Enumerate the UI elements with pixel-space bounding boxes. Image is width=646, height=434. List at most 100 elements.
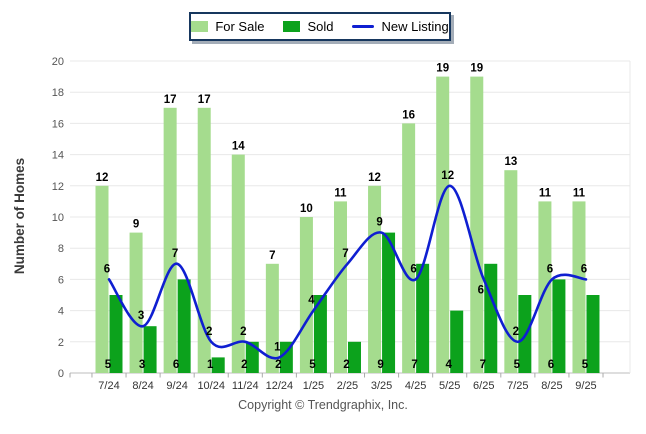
new-listing-line <box>107 184 588 360</box>
x-tick-label: 12/24 <box>266 380 294 392</box>
value-label-new-listing: 2 <box>206 326 212 338</box>
x-tick-label: 9/25 <box>575 380 596 392</box>
legend-bar-swatch-icon <box>283 21 301 32</box>
x-tick-label: 7/25 <box>507 380 528 392</box>
value-label-sold: 4 <box>445 359 452 371</box>
value-label-sold: 6 <box>548 359 554 371</box>
bar-sold <box>586 295 600 373</box>
legend-line-swatch-icon <box>352 25 375 28</box>
value-label-sold: 9 <box>377 359 383 371</box>
y-tick-label: 2 <box>58 337 64 349</box>
y-tick-label: 12 <box>52 181 64 193</box>
value-label-new-listing: 7 <box>342 248 348 260</box>
legend-bar-swatch-icon <box>191 21 209 32</box>
value-label-for-sale: 12 <box>96 172 109 184</box>
bar-for-sale <box>197 107 211 374</box>
value-label-new-listing: 6 <box>104 263 110 275</box>
bar-for-sale <box>231 154 245 373</box>
bar-for-sale <box>333 201 347 373</box>
y-tick-label: 8 <box>58 243 64 255</box>
value-label-new-listing: 6 <box>410 263 416 275</box>
y-tick-label: 14 <box>52 150 64 162</box>
value-label-new-listing: 4 <box>308 295 315 307</box>
value-label-for-sale: 12 <box>368 172 381 184</box>
value-label-new-listing: 2 <box>513 326 519 338</box>
value-label-new-listing: 7 <box>172 248 178 260</box>
legend-item-label: For Sale <box>215 19 265 34</box>
x-tick-label: 5/25 <box>439 380 460 392</box>
bar-for-sale <box>504 170 518 373</box>
value-label-for-sale: 11 <box>539 187 552 199</box>
y-tick-label: 4 <box>58 306 64 318</box>
value-label-new-listing: 9 <box>376 217 382 229</box>
bar-sold <box>416 263 430 373</box>
y-tick-label: 20 <box>52 56 64 68</box>
value-label-for-sale: 9 <box>133 219 139 231</box>
bar-sold <box>109 295 123 373</box>
bar-for-sale <box>163 107 177 374</box>
bar-for-sale <box>402 123 416 374</box>
value-label-sold: 2 <box>241 359 247 371</box>
bar-sold <box>347 341 361 373</box>
bar-sold <box>177 279 191 373</box>
bar-sold <box>552 279 566 373</box>
value-label-sold: 5 <box>105 359 112 371</box>
copyright-text: Copyright © Trendgraphix, Inc. <box>238 398 408 412</box>
bar-sold <box>450 310 464 373</box>
y-tick-label: 0 <box>58 368 64 380</box>
bar-sold <box>211 357 225 373</box>
x-tick-label: 7/24 <box>98 380 119 392</box>
bar-for-sale <box>538 201 552 373</box>
x-tick-label: 4/25 <box>405 380 426 392</box>
value-label-new-listing: 6 <box>478 284 484 296</box>
bar-sold <box>313 295 327 373</box>
value-label-for-sale: 11 <box>573 187 586 199</box>
bar-for-sale <box>436 76 450 373</box>
legend-item-sold: Sold <box>283 19 333 34</box>
value-label-new-listing: 6 <box>547 263 553 275</box>
value-label-sold: 2 <box>343 359 349 371</box>
value-label-sold: 5 <box>309 359 316 371</box>
value-label-for-sale: 14 <box>232 141 245 153</box>
value-label-sold: 2 <box>275 359 281 371</box>
value-label-new-listing: 2 <box>240 326 246 338</box>
value-label-sold: 5 <box>514 359 521 371</box>
value-label-new-listing: 6 <box>581 263 587 275</box>
value-label-for-sale: 13 <box>504 156 517 168</box>
value-label-sold: 6 <box>173 359 179 371</box>
x-tick-label: 10/24 <box>197 380 225 392</box>
bar-for-sale <box>265 263 279 373</box>
value-label-for-sale: 10 <box>300 203 313 215</box>
x-tick-label: 9/24 <box>166 380 187 392</box>
legend-item-for-sale: For Sale <box>191 19 264 34</box>
value-label-for-sale: 11 <box>334 187 347 199</box>
bar-sold <box>143 326 157 373</box>
value-label-sold: 7 <box>411 359 417 371</box>
value-label-for-sale: 16 <box>402 109 415 121</box>
legend: For Sale Sold New Listing <box>189 12 451 41</box>
x-tick-label: 11/24 <box>232 380 259 392</box>
value-label-for-sale: 17 <box>164 94 177 106</box>
value-label-sold: 7 <box>480 359 486 371</box>
x-tick-label: 8/25 <box>541 380 562 392</box>
y-tick-label: 18 <box>52 87 64 99</box>
y-tick-label: 6 <box>58 274 64 286</box>
y-tick-label: 10 <box>52 212 64 224</box>
x-tick-label: 8/24 <box>132 380 153 392</box>
value-label-new-listing: 12 <box>441 170 454 182</box>
bar-for-sale <box>299 217 313 373</box>
bar-for-sale <box>95 185 109 373</box>
legend-item-new-listing: New Listing <box>352 19 449 34</box>
x-tick-label: 2/25 <box>337 380 358 392</box>
legend-item-label: Sold <box>307 19 334 34</box>
value-label-sold: 3 <box>139 359 145 371</box>
bar-sold <box>382 232 396 373</box>
bar-for-sale <box>572 201 586 373</box>
y-tick-label: 16 <box>52 118 64 130</box>
bar-for-sale <box>129 232 143 373</box>
x-tick-label: 1/25 <box>303 380 324 392</box>
value-label-for-sale: 17 <box>198 94 211 106</box>
value-label-new-listing: 1 <box>274 341 281 353</box>
bar-for-sale <box>368 185 382 373</box>
